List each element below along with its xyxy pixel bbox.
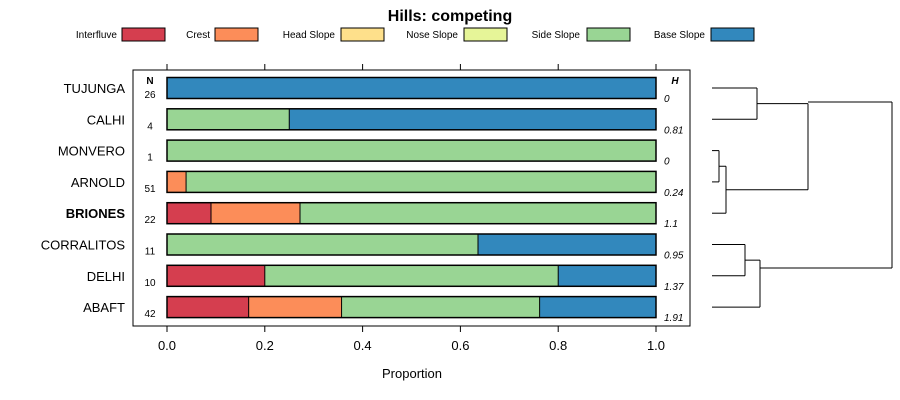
legend-label-base-slope: Base Slope xyxy=(654,30,706,41)
h-value-calhi: 0.81 xyxy=(664,125,683,136)
h-value-monvero: 0 xyxy=(664,157,670,168)
row-labels: TUJUNGA CALHI MONVERO ARNOLD BRIONES CORRALIT… xyxy=(41,81,126,315)
bar-monvero-side-slope xyxy=(167,140,656,162)
x-axis-label: Proportion xyxy=(382,366,442,381)
n-value-monvero: 1 xyxy=(147,153,153,164)
x-tick-label-2: 0.4 xyxy=(354,338,372,353)
bar-calhi-side-slope xyxy=(167,108,290,130)
bar-briones-side-slope xyxy=(300,202,656,224)
n-value-arnold: 51 xyxy=(144,184,156,195)
bar-delhi-base-slope xyxy=(558,265,656,287)
bar-delhi-side-slope xyxy=(264,265,559,287)
bar-tujunga-base-slope xyxy=(167,77,656,99)
bar-abaft-side-slope xyxy=(341,296,540,318)
row-label-monvero: MONVERO xyxy=(58,144,125,159)
h-value-abaft: 1.91 xyxy=(664,313,683,324)
chart-title: Hills: competing xyxy=(388,8,512,25)
x-tick-label-1: 0.2 xyxy=(256,338,274,353)
x-tick-label-3: 0.6 xyxy=(451,338,469,353)
x-tick-label-4: 0.8 xyxy=(549,338,567,353)
x-axis: 0.0 0.2 0.4 0.6 0.8 1.0 xyxy=(158,64,665,353)
dendrogram xyxy=(712,87,893,308)
row-label-corralitos: CORRALITOS xyxy=(41,238,126,253)
h-value-delhi: 1.37 xyxy=(664,282,684,293)
bar-outline-monvero xyxy=(166,139,657,162)
legend-label-side-slope: Side Slope xyxy=(532,30,581,41)
bar-outline-tujunga xyxy=(166,76,657,100)
bar-outline-abaft xyxy=(166,295,657,319)
bar-arnold-crest xyxy=(167,171,187,193)
row-label-abaft: ABAFT xyxy=(83,300,125,315)
legend: Interfluve Crest Head Slope Nose Slope Side … xyxy=(76,27,755,42)
h-header: H xyxy=(671,76,679,87)
bar-abaft-crest xyxy=(248,296,342,318)
n-value-calhi: 4 xyxy=(147,121,153,132)
row-label-calhi: CALHI xyxy=(87,112,125,127)
n-value-briones: 22 xyxy=(144,215,156,226)
bar-outline-delhi xyxy=(166,264,657,288)
legend-label-nose-slope: Nose Slope xyxy=(406,30,458,41)
bar-abaft-interfluve xyxy=(167,296,249,318)
bar-outline-briones xyxy=(166,201,657,225)
legend-swatch-side-slope xyxy=(586,27,631,42)
h-value-briones: 1.1 xyxy=(664,219,678,230)
bar-outline-arnold xyxy=(166,170,657,194)
row-label-briones: BRIONES xyxy=(66,206,126,221)
x-tick-label-5: 1.0 xyxy=(647,338,665,353)
row-label-delhi: DELHI xyxy=(87,269,125,284)
plot-frame xyxy=(132,69,691,327)
bar-briones-interfluve xyxy=(167,202,212,224)
legend-label-interfluve: Interfluve xyxy=(76,30,118,41)
legend-swatch-crest xyxy=(214,27,259,42)
bars xyxy=(166,76,657,319)
bar-corralitos-base-slope xyxy=(478,234,656,255)
legend-label-head-slope: Head Slope xyxy=(283,30,336,41)
h-value-arnold: 0.24 xyxy=(664,188,684,199)
legend-swatch-base-slope xyxy=(710,27,755,42)
h-value-tujunga: 0 xyxy=(664,94,670,105)
legend-swatch-interfluve xyxy=(121,27,166,42)
bar-outline-calhi xyxy=(166,108,657,131)
bar-delhi-interfluve xyxy=(167,265,265,287)
bar-calhi-base-slope xyxy=(289,108,656,130)
n-header: N xyxy=(146,76,153,87)
n-labels: 26 4 1 51 22 11 10 42 xyxy=(144,90,156,320)
row-label-arnold: ARNOLD xyxy=(71,175,125,190)
n-value-delhi: 10 xyxy=(144,278,156,289)
n-value-tujunga: 26 xyxy=(144,90,156,101)
row-label-tujunga: TUJUNGA xyxy=(64,81,126,96)
bar-briones-crest xyxy=(211,202,301,224)
bar-arnold-side-slope xyxy=(186,171,657,193)
n-value-abaft: 42 xyxy=(144,309,156,320)
bar-abaft-base-slope xyxy=(539,296,656,318)
x-tick-label-0: 0.0 xyxy=(158,338,176,353)
legend-swatch-head-slope xyxy=(340,27,385,42)
bar-outline-corralitos xyxy=(166,233,657,256)
h-value-corralitos: 0.95 xyxy=(664,251,684,262)
legend-label-crest: Crest xyxy=(186,30,210,41)
h-labels: 0 0.81 0 0.24 1.1 0.95 1.37 1.91 xyxy=(664,94,684,324)
bar-corralitos-side-slope xyxy=(167,234,479,255)
n-value-corralitos: 11 xyxy=(145,247,156,258)
legend-swatch-nose-slope xyxy=(463,27,508,42)
